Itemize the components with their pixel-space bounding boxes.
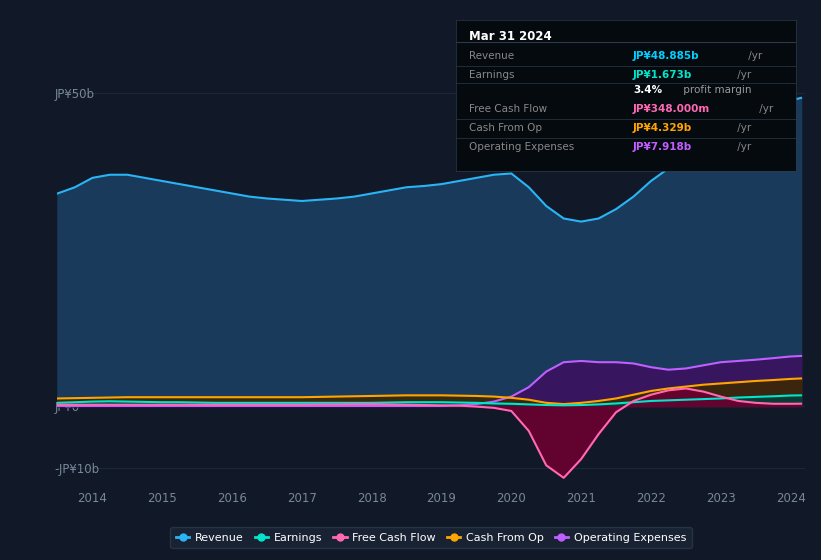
Text: profit margin: profit margin xyxy=(680,85,751,95)
Text: Free Cash Flow: Free Cash Flow xyxy=(470,104,548,114)
Text: 3.4%: 3.4% xyxy=(633,85,662,95)
Legend: Revenue, Earnings, Free Cash Flow, Cash From Op, Operating Expenses: Revenue, Earnings, Free Cash Flow, Cash … xyxy=(171,528,691,548)
Text: Cash From Op: Cash From Op xyxy=(470,123,543,133)
Text: JP¥4.329b: JP¥4.329b xyxy=(633,123,692,133)
Text: /yr: /yr xyxy=(745,51,763,61)
Text: /yr: /yr xyxy=(734,123,751,133)
Text: /yr: /yr xyxy=(734,142,751,152)
Text: /yr: /yr xyxy=(756,104,773,114)
Text: Revenue: Revenue xyxy=(470,51,515,61)
Text: JP¥348.000m: JP¥348.000m xyxy=(633,104,710,114)
Text: Operating Expenses: Operating Expenses xyxy=(470,142,575,152)
Text: Mar 31 2024: Mar 31 2024 xyxy=(470,30,552,43)
Text: Earnings: Earnings xyxy=(470,70,515,80)
Text: JP¥48.885b: JP¥48.885b xyxy=(633,51,699,61)
Text: JP¥1.673b: JP¥1.673b xyxy=(633,70,692,80)
Text: JP¥7.918b: JP¥7.918b xyxy=(633,142,692,152)
Text: /yr: /yr xyxy=(734,70,751,80)
